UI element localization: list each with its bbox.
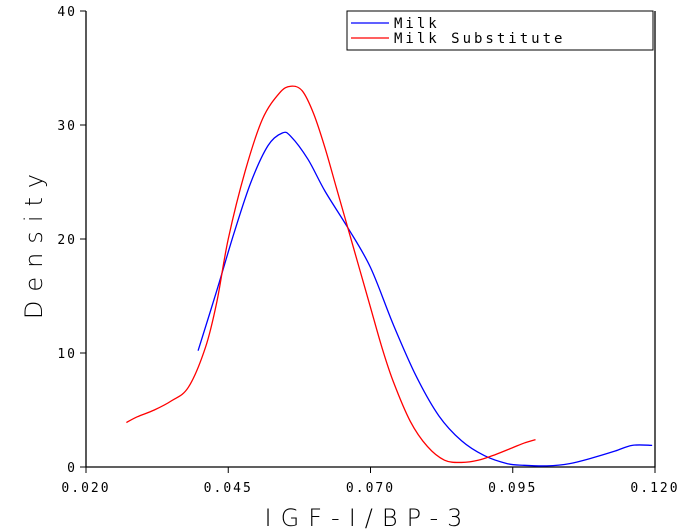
x-tick-label: 0.045 [204,481,253,496]
series-line-milk-substitute [126,85,536,464]
axes: 0 10 20 30 40 0.020 0.045 0.070 0.095 0.120 [57,5,679,496]
y-axis-title: Density [20,165,48,319]
legend-label: Milk [394,16,440,32]
y-tick-label: 10 [57,347,77,362]
x-axis-title: IGF-I/BP-3 [265,504,472,531]
legend-box [346,10,654,51]
y-tick-label: 0 [67,461,77,476]
plot-series [126,85,653,467]
y-tick-label: 20 [57,233,77,248]
y-tick-label: 30 [57,119,77,134]
x-tick-label: 0.095 [488,481,537,496]
series-line-milk [197,131,653,467]
plot-frame [85,11,656,468]
legend-label: Milk Substitute [394,31,565,47]
x-tick-label: 0.020 [61,481,110,496]
x-tick-label: 0.120 [630,481,679,496]
x-tick-label: 0.070 [346,481,395,496]
y-tick-label: 40 [57,5,77,20]
